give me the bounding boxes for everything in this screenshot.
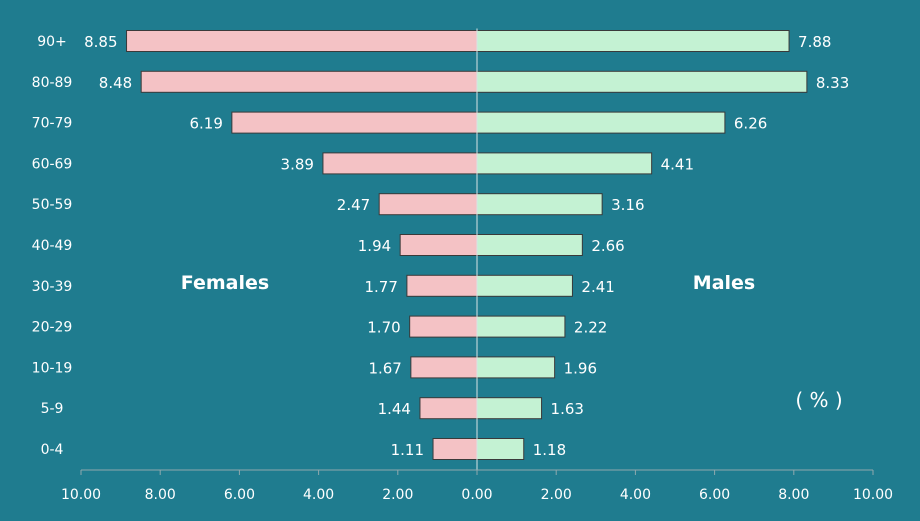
male-bar (476, 30, 790, 52)
male-value-label: 2.66 (591, 237, 624, 255)
female-value-label: 3.89 (281, 155, 314, 173)
female-value-label: 1.94 (358, 237, 391, 255)
female-bar (409, 315, 478, 338)
female-value-label: 1.77 (365, 278, 398, 296)
category-label: 70-79 (32, 116, 73, 132)
females-series-title: Females (181, 272, 269, 294)
male-bar (476, 438, 525, 460)
male-bar (476, 152, 653, 175)
male-bar (476, 274, 573, 297)
x-tick-label: 0.00 (461, 487, 492, 503)
male-bar (476, 111, 726, 134)
female-value-label: 2.47 (337, 196, 370, 214)
x-tick-label: 10.00 (61, 487, 101, 503)
male-value-label: 1.96 (564, 359, 597, 377)
male-bar (476, 397, 543, 420)
category-label: 50-59 (32, 197, 73, 213)
male-value-label: 3.16 (611, 196, 644, 214)
male-value-label: 2.22 (574, 319, 607, 337)
male-value-label: 1.63 (551, 400, 584, 418)
x-tick-label: 10.00 (853, 487, 893, 503)
female-value-label: 8.85 (84, 33, 117, 51)
unit-label: ( % ) (795, 388, 842, 412)
male-bar (476, 193, 603, 216)
x-tick-label: 4.00 (303, 487, 334, 503)
x-tick-label: 8.00 (145, 487, 176, 503)
category-label: 30-39 (32, 279, 73, 295)
category-label: 40-49 (32, 238, 73, 254)
category-label: 0-4 (41, 442, 64, 458)
males-series-title: Males (693, 272, 755, 294)
category-label: 10-19 (32, 360, 73, 376)
female-bar (406, 274, 478, 297)
category-label: 80-89 (32, 75, 73, 91)
male-value-label: 1.18 (533, 441, 566, 459)
x-tick-label: 6.00 (699, 487, 730, 503)
female-bar (231, 111, 478, 134)
category-label: 60-69 (32, 156, 73, 172)
category-label: 20-29 (32, 320, 73, 336)
male-bar (476, 234, 583, 256)
x-tick-label: 2.00 (382, 487, 413, 503)
female-value-label: 6.19 (189, 115, 222, 133)
category-label: 90+ (37, 34, 67, 50)
female-value-label: 8.48 (99, 74, 132, 92)
female-bar (140, 70, 478, 93)
male-value-label: 2.41 (581, 278, 614, 296)
female-bar (322, 152, 478, 175)
x-tick-label: 2.00 (541, 487, 572, 503)
female-bar (410, 356, 478, 379)
male-value-label: 4.41 (661, 155, 694, 173)
female-value-label: 1.67 (368, 359, 401, 377)
male-value-label: 7.88 (798, 33, 831, 51)
female-bar (419, 397, 478, 420)
female-bar (399, 234, 478, 256)
female-bar (432, 438, 478, 460)
female-value-label: 1.11 (391, 441, 424, 459)
male-bar (476, 315, 566, 338)
male-value-label: 8.33 (816, 74, 849, 92)
x-tick-label: 4.00 (620, 487, 651, 503)
male-bar (476, 70, 808, 93)
male-bar (476, 356, 556, 379)
category-label: 5-9 (41, 401, 64, 417)
male-value-label: 6.26 (734, 115, 767, 133)
female-value-label: 1.70 (367, 319, 400, 337)
x-tick-label: 8.00 (778, 487, 809, 503)
female-value-label: 1.44 (378, 400, 411, 418)
x-tick-label: 6.00 (224, 487, 255, 503)
female-bar (378, 193, 478, 216)
female-bar (126, 30, 478, 52)
